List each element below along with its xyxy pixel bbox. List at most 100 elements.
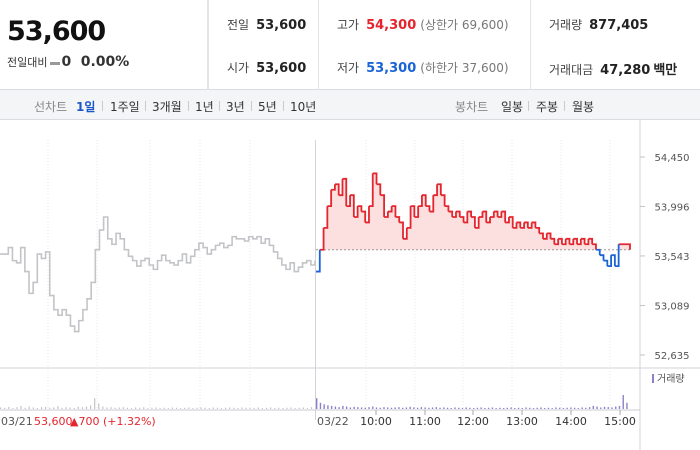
trade-value-label: 거래대금 <box>549 63 594 77</box>
today-volume-bar-41 <box>469 407 471 409</box>
trade-value-row: 거래대금 47,280 백만 <box>549 59 677 78</box>
high-row: 고가 54,300 (상한가 69,600) <box>337 16 509 33</box>
today-volume-bar-46 <box>487 407 490 409</box>
today-volume-bar-43 <box>476 407 479 409</box>
trade-value: 47,280 <box>600 63 651 78</box>
today-volume-bar-61 <box>544 408 546 409</box>
prev-volume-bar-9 <box>36 408 39 409</box>
tab-3y[interactable]: 3년 <box>226 100 245 114</box>
prev-volume-bar-2 <box>8 406 10 409</box>
chart-area: 54,450 53,996 53,543 53,089 52,635 거래량 03/21 53… <box>0 120 700 450</box>
prev-volume-bar-31 <box>126 407 129 409</box>
prev-volume-bar-13 <box>53 407 55 409</box>
tab-10y[interactable]: 10년 <box>290 100 317 114</box>
high-value: 54,300 <box>366 18 417 33</box>
prev-volume-bar-57 <box>233 407 235 409</box>
prev-volume-bar-39 <box>159 408 161 409</box>
tab-1d[interactable]: 1일 <box>76 100 96 114</box>
prev-volume-bar-73 <box>298 407 300 409</box>
prev-volume-bar-59 <box>241 407 243 409</box>
prev-volume-bar-61 <box>249 408 251 409</box>
prev-volume-bar-21 <box>85 406 88 409</box>
tab-daily-candle[interactable]: 일봉 <box>501 100 524 114</box>
today-volume-bar-26 <box>413 407 415 409</box>
today-volume-bar-48 <box>495 408 497 409</box>
prev-volume-bar-28 <box>114 407 116 409</box>
today-volume-bar-23 <box>401 407 404 409</box>
prev-volume-bar-38 <box>155 407 157 409</box>
today-volume-bar-51 <box>506 407 509 409</box>
today-volume-bar-69 <box>573 407 576 409</box>
today-volume-bar-1 <box>319 402 322 409</box>
today-volume-bar-44 <box>480 407 482 409</box>
prev-volume-bar-52 <box>212 407 214 409</box>
prev-volume-bar-64 <box>261 408 264 409</box>
time-tick-label-0: 10:00 <box>360 415 392 428</box>
prev-day-close-label: 53,600 <box>34 415 73 428</box>
tab-monthly-candle[interactable]: 월봉 <box>572 100 595 114</box>
prev-volume-bar-70 <box>286 407 288 409</box>
today-volume-bar-64 <box>555 407 557 409</box>
prev-volume-bar-69 <box>282 408 284 409</box>
today-volume-bar-11 <box>357 407 359 409</box>
today-volume-bar-14 <box>368 407 370 409</box>
prev-volume-bar-15 <box>61 407 63 409</box>
prev-volume-bar-12 <box>49 407 51 409</box>
y-tick-label-4: 52,635 <box>655 351 690 362</box>
today-volume-bar-81 <box>618 405 621 409</box>
low-value: 53,300 <box>366 61 417 76</box>
candle-chart-label: 봉차트 <box>455 100 489 114</box>
quote-col-1: 전일 53,600 시가 53,600 <box>208 0 330 90</box>
today-volume-bar-13 <box>364 407 366 409</box>
prev-volume-bar-32 <box>130 408 133 409</box>
today-volume-bar-82 <box>622 395 624 409</box>
volume-row: 거래량 877,405 <box>549 16 648 33</box>
prev-volume-bar-63 <box>257 407 259 409</box>
prev-volume-bar-37 <box>151 407 153 409</box>
today-volume-bar-9 <box>349 407 352 409</box>
tab-5y[interactable]: 5년 <box>258 100 277 114</box>
today-volume-bar-63 <box>551 408 553 409</box>
prev-volume-bar-54 <box>220 408 223 409</box>
prev-volume-bar-74 <box>302 407 304 409</box>
prev-close-row: 전일 53,600 <box>227 16 306 33</box>
tab-1y[interactable]: 1년 <box>195 100 214 114</box>
y-tick-label-0: 54,450 <box>655 153 690 164</box>
today-volume-bar-49 <box>499 407 501 409</box>
today-volume-bar-21 <box>394 407 396 409</box>
tab-1w[interactable]: 1주일 <box>110 100 140 114</box>
prev-volume-bar-0 <box>0 407 2 409</box>
prev-volume-bar-27 <box>110 407 112 409</box>
tab-3m[interactable]: 3개월 <box>152 100 182 114</box>
today-volume-bar-31 <box>431 407 434 409</box>
time-tick-label-3: 13:00 <box>506 415 538 428</box>
change-percent: 0.00% <box>80 54 130 70</box>
tab-weekly-candle[interactable]: 주봉 <box>536 100 559 114</box>
today-volume-bar-4 <box>330 405 333 409</box>
prev-volume-bar-51 <box>208 408 210 409</box>
prev-volume-bar-66 <box>270 407 272 409</box>
today-volume-bar-45 <box>484 408 486 409</box>
today-volume-bar-68 <box>570 407 572 409</box>
upper-limit: (상한가 69,600) <box>420 18 509 32</box>
today-volume-bar-33 <box>439 407 441 409</box>
today-volume-bar-60 <box>540 407 542 409</box>
prev-volume-bar-3 <box>12 408 14 409</box>
prev-volume-bar-56 <box>229 407 231 409</box>
today-up-fill <box>316 173 630 250</box>
today-volume-bar-53 <box>514 408 516 409</box>
today-volume-bar-29 <box>424 407 426 409</box>
prev-volume-bar-7 <box>28 406 30 409</box>
today-volume-bar-54 <box>517 407 520 409</box>
chart-tab-bar: 선차트 1일 1주일 3개월 1년 3년 5년 10년 봉차트 일봉 주봉 월봉 <box>0 90 700 120</box>
prev-day-price-line <box>0 216 316 333</box>
prev-volume-bar-24 <box>98 403 100 409</box>
prev-volume-bar-75 <box>306 408 309 409</box>
prev-volume-bar-42 <box>171 407 174 409</box>
today-volume-bar-58 <box>532 408 535 409</box>
prev-volume-bar-45 <box>184 407 186 409</box>
prev-volume-bar-6 <box>24 407 26 409</box>
today-volume-bar-57 <box>529 407 531 409</box>
prev-volume-bar-10 <box>40 407 43 409</box>
today-volume-bar-65 <box>558 407 561 409</box>
